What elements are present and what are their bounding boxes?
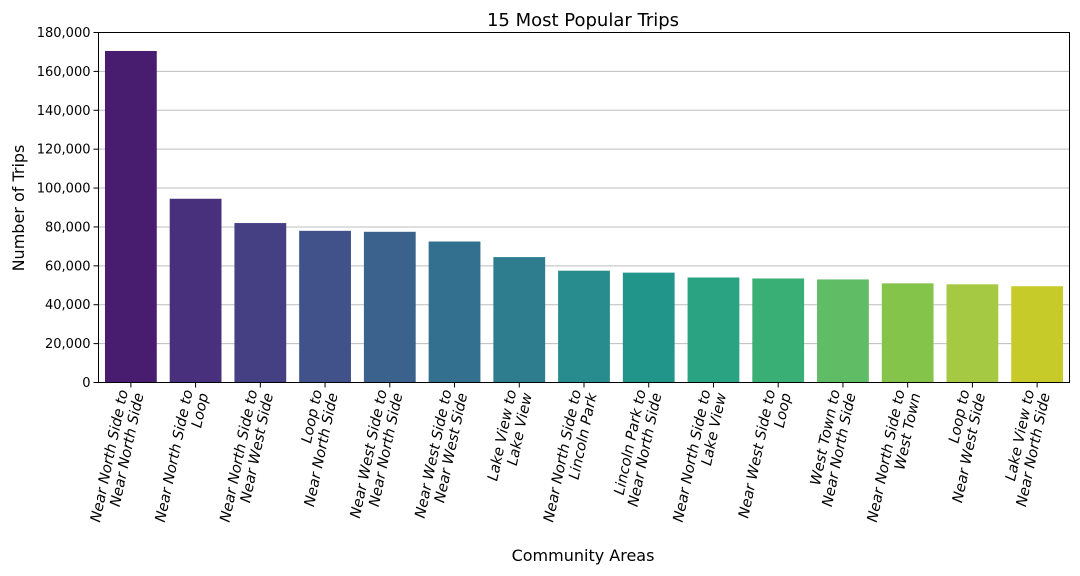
bar [817,279,869,383]
y-tick-label: 80,000 [45,220,91,235]
y-tick-label: 180,000 [37,26,91,41]
y-axis-label: Number of Trips [9,145,28,272]
y-tick-label: 0 [82,376,90,391]
x-tick-label-line: Loop [189,392,212,430]
y-tick-label: 20,000 [45,337,91,352]
x-tick-label-line: Near North Side to [153,388,197,523]
bar [687,277,740,383]
bar [234,223,287,383]
bar [946,284,999,383]
y-tick-label: 160,000 [37,65,91,80]
bars [104,50,1064,383]
bar [1011,286,1064,383]
bar [299,230,351,383]
bar [363,231,416,383]
bar [881,283,934,383]
bar [558,270,610,383]
y-tick-label: 60,000 [45,259,91,274]
x-tick-label-line: Loop [772,392,795,430]
y-tick-label: 100,000 [37,182,91,197]
y-tick-label: 140,000 [37,104,91,119]
y-tick-label: 120,000 [37,143,91,158]
y-tick-label: 40,000 [45,298,91,313]
x-axis-label: Community Areas [512,546,655,565]
bar [428,241,481,383]
bar [752,278,805,383]
x-tick-label-line: Near West Side to [736,388,779,519]
bar [622,272,675,383]
chart-title: 15 Most Popular Trips [487,10,679,31]
y-axis-ticks: 0 20,000 40,000 60,000 80,000 100,000 120,000 1… [37,26,99,391]
bar [493,257,546,383]
bar [169,198,222,383]
bar [104,50,157,383]
